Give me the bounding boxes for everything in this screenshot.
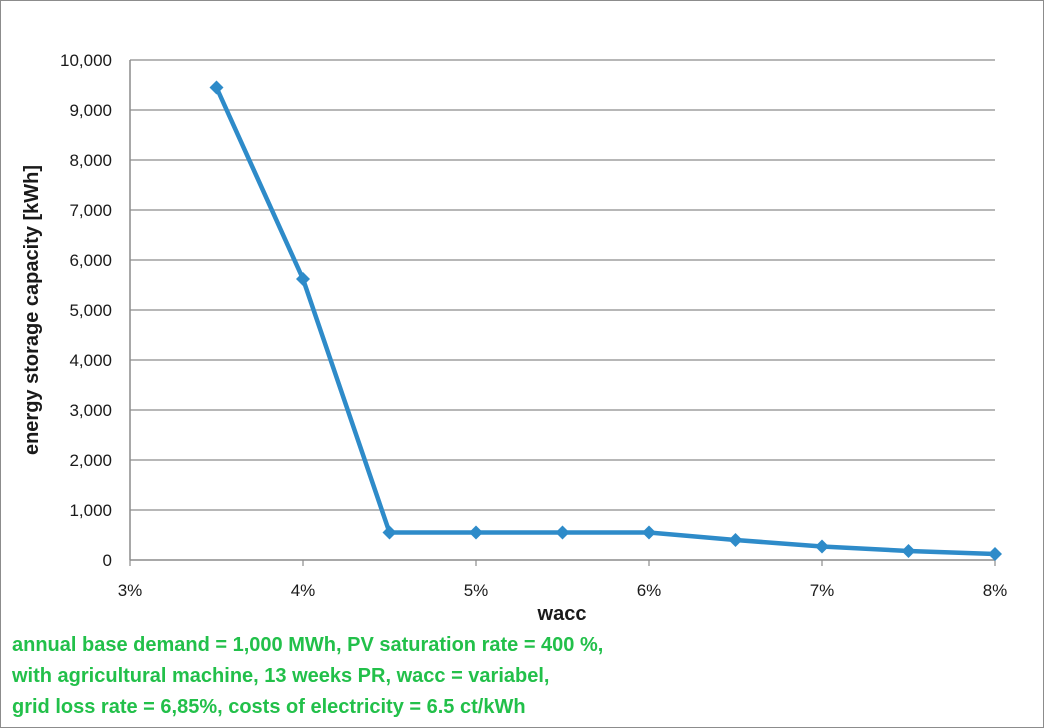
data-point: [815, 539, 829, 554]
y-tick-label: 1,000: [69, 501, 112, 520]
y-tick-label: 5,000: [69, 301, 112, 320]
y-tick-label: 4,000: [69, 351, 112, 370]
x-axis-title: wacc: [537, 603, 587, 625]
y-axis-title: energy storage capacity [kWh]: [21, 165, 43, 455]
y-tick-label: 7,000: [69, 201, 112, 220]
x-tick-label: 3%: [118, 581, 143, 600]
y-tick-label: 8,000: [69, 151, 112, 170]
y-tick-label: 0: [103, 551, 112, 570]
y-tick-label: 6,000: [69, 251, 112, 270]
x-tick-label: 5%: [464, 581, 489, 600]
annotation-line-2: with agricultural machine, 13 weeks PR, …: [12, 665, 550, 687]
chart-annotation: annual base demand = 1,000 MWh, PV satur…: [12, 630, 603, 723]
data-point: [209, 80, 224, 95]
gridlines: [130, 59, 995, 511]
x-tick-label: 4%: [291, 581, 316, 600]
y-tick-label: 2,000: [69, 451, 112, 470]
data-point: [901, 544, 916, 558]
data-point: [296, 272, 310, 286]
x-tick-label: 8%: [983, 581, 1008, 600]
y-tick-labels: 0 1,000 2,000 3,000 4,000 5,000 6,000 7,000 8,00…: [60, 51, 112, 570]
y-tick-label: 9,000: [69, 101, 112, 120]
x-tick-labels: 3% 4% 5% 6% 7% 8%: [118, 581, 1008, 600]
data-point: [988, 547, 1002, 561]
data-point: [728, 533, 743, 547]
x-tick-label: 6%: [637, 581, 662, 600]
data-point: [469, 525, 483, 540]
series-line: [214, 86, 996, 557]
axes: [129, 60, 996, 566]
x-tick-label: 7%: [810, 581, 835, 600]
annotation-line-3: grid loss rate = 6,85%, costs of electri…: [12, 696, 526, 718]
y-tick-label: 10,000: [60, 51, 112, 70]
series-line: [214, 86, 996, 557]
data-point: [382, 525, 397, 540]
data-point: [555, 525, 570, 540]
data-point: [642, 525, 656, 540]
data-markers: [209, 80, 1002, 561]
annotation-line-1: annual base demand = 1,000 MWh, PV satur…: [12, 634, 604, 656]
y-tick-label: 3,000: [69, 401, 112, 420]
